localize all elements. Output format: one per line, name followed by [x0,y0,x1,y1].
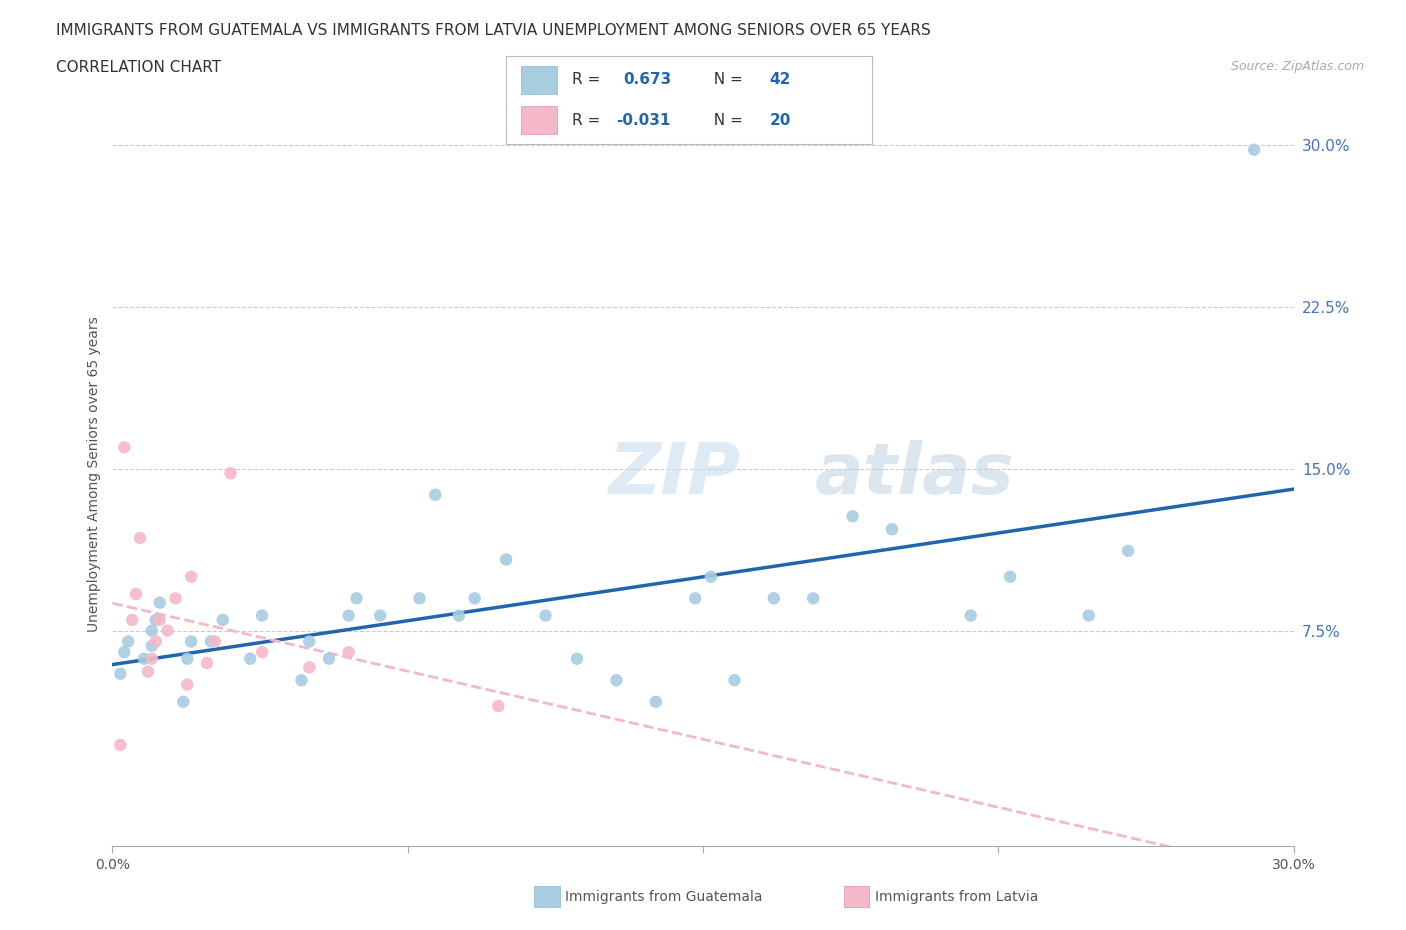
Text: Immigrants from Guatemala: Immigrants from Guatemala [565,889,762,904]
Text: CORRELATION CHART: CORRELATION CHART [56,60,221,75]
Text: R =: R = [572,113,605,127]
Point [145,613,167,628]
Point [998,569,1021,584]
Point [145,634,167,649]
Point [447,608,470,623]
Point [486,698,509,713]
Point [762,591,785,605]
Point [801,591,824,605]
Y-axis label: Unemployment Among Seniors over 65 years: Unemployment Among Seniors over 65 years [87,316,101,632]
Point [1077,608,1099,623]
Text: IMMIGRANTS FROM GUATEMALA VS IMMIGRANTS FROM LATVIA UNEMPLOYMENT AMONG SENIORS O: IMMIGRANTS FROM GUATEMALA VS IMMIGRANTS … [56,23,931,38]
Bar [520,65,557,94]
Text: N =: N = [703,113,747,127]
Point [290,672,312,687]
Point [683,591,706,605]
Point [121,613,143,628]
Point [110,666,132,681]
Point [1116,543,1139,558]
Point [125,587,148,602]
Point [176,677,198,692]
Point [565,651,588,666]
Point [141,651,163,666]
Point [337,644,360,659]
Point [112,440,135,455]
Point [195,656,218,671]
Text: atlas: atlas [815,440,1015,509]
Text: Immigrants from Latvia: Immigrants from Latvia [875,889,1038,904]
Point [117,634,139,649]
Point [368,608,391,623]
Point [464,591,486,605]
Point [425,487,447,502]
Point [318,651,340,666]
Point [211,613,233,628]
Point [141,623,163,638]
Point [1243,142,1265,157]
Point [337,608,360,623]
Point [250,644,273,659]
Point [180,634,202,649]
Text: 42: 42 [769,73,790,87]
Text: 0.673: 0.673 [623,73,672,87]
Point [346,591,368,605]
Point [149,613,172,628]
Point [605,672,627,687]
Point [495,552,517,567]
Point [112,644,135,659]
Point [534,608,557,623]
Point [219,466,242,481]
Point [156,623,179,638]
Point [176,651,198,666]
Point [239,651,262,666]
Text: ZIP: ZIP [609,440,741,509]
Point [298,634,321,649]
Point [110,737,132,752]
Bar [520,106,557,135]
Point [723,672,745,687]
Text: Source: ZipAtlas.com: Source: ZipAtlas.com [1230,60,1364,73]
Point [880,522,903,537]
Point [644,695,666,710]
Point [172,695,194,710]
Point [141,638,163,653]
Point [298,660,321,675]
Point [129,530,152,545]
Text: 20: 20 [769,113,790,127]
Point [180,569,202,584]
Text: -0.031: -0.031 [616,113,671,127]
Text: R =: R = [572,73,610,87]
Point [165,591,187,605]
Point [250,608,273,623]
Point [132,651,155,666]
Text: N =: N = [703,73,747,87]
Point [841,509,863,524]
Point [204,634,226,649]
Point [959,608,981,623]
Point [200,634,222,649]
Point [149,595,172,610]
Point [408,591,430,605]
Point [136,664,159,679]
Point [700,569,723,584]
